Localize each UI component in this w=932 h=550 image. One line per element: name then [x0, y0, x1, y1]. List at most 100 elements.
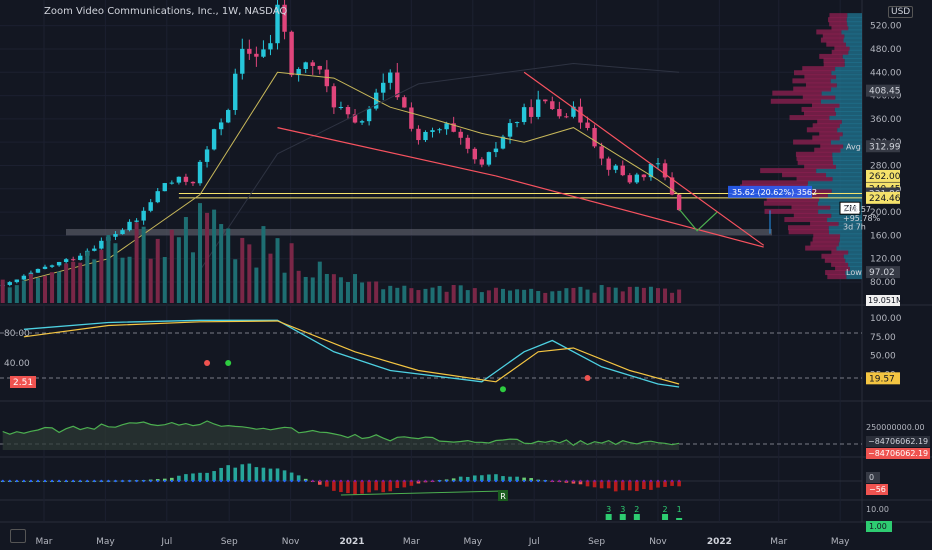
momentum-bar [677, 481, 681, 487]
momentum-bar [635, 481, 639, 492]
momentum-dot [64, 479, 68, 483]
momentum-bar [592, 481, 597, 488]
volume-profile-up [847, 13, 862, 19]
volume-profile-up [830, 139, 862, 145]
volume-profile-down [812, 123, 840, 129]
candle-up [388, 72, 393, 83]
volume-profile-up [846, 274, 862, 280]
momentum-dot [43, 479, 47, 483]
volume-profile-down [820, 37, 844, 43]
volume-bar [310, 277, 315, 303]
candle-down [528, 107, 534, 117]
momentum-dot [403, 479, 406, 483]
volume-profile-up [832, 176, 862, 182]
momentum-dot [304, 479, 307, 483]
momentum-value-label: −56 [869, 485, 886, 494]
momentum-dot [93, 479, 96, 483]
volume-bar [585, 289, 590, 303]
candle-up [430, 130, 435, 132]
volume-profile-down [826, 41, 846, 47]
volume-bar [627, 286, 632, 303]
momentum-bar [501, 476, 505, 481]
candle-up [141, 210, 146, 221]
momentum-dot [15, 479, 19, 483]
momentum-dot [269, 479, 272, 483]
volume-bar [550, 291, 555, 303]
momentum-badge-bg-2 [866, 484, 888, 495]
momentum-dot [663, 479, 667, 483]
volume-profile-up [835, 164, 862, 170]
long-moving-average [199, 62, 680, 271]
x-tick-label: Mar [36, 537, 53, 547]
volume-profile-up [807, 180, 862, 186]
candle-down [578, 106, 583, 123]
momentum-bar [670, 481, 674, 486]
candle-down [662, 163, 668, 178]
momentum-bar [472, 475, 477, 481]
momentum-dot [656, 479, 660, 483]
candle-down [324, 69, 330, 87]
volume-bar [578, 286, 583, 303]
obv-value-label: −84706062.19 [868, 437, 928, 446]
momentum-bar [268, 468, 273, 481]
momentum-dot [234, 479, 237, 483]
momentum-dot [537, 479, 540, 483]
volume-profile-up [831, 70, 862, 76]
momentum-dot [635, 479, 639, 483]
timezone-button[interactable] [10, 529, 26, 543]
volume-profile-up [819, 196, 862, 202]
momentum-dot [677, 479, 681, 483]
momentum-bar [585, 481, 590, 487]
momentum-dot [241, 479, 244, 483]
momentum-dot [79, 479, 82, 483]
momentum-dot [360, 479, 364, 483]
stoch-left-label: 40.00 [4, 359, 30, 369]
candle-down [641, 174, 647, 178]
candle-down [606, 158, 611, 170]
momentum-dot [382, 479, 385, 483]
candle-up [127, 221, 132, 231]
volume-profile-up [842, 53, 862, 59]
price-tick-label: 440.00 [870, 68, 902, 78]
volume-bar [35, 277, 40, 303]
volume-bar [634, 286, 639, 303]
candle-down [557, 109, 562, 117]
momentum-dot [410, 479, 413, 483]
momentum-bar [296, 475, 301, 481]
volume-profile-down [823, 62, 845, 68]
volume-profile-up [836, 245, 862, 251]
momentum-dot [191, 479, 195, 483]
volume-bar [500, 288, 505, 303]
candle-down [409, 107, 414, 129]
candle-down [317, 65, 322, 70]
count-bar-label: 1 [677, 505, 682, 514]
candle-up [493, 148, 499, 153]
momentum-bar [529, 478, 533, 481]
volume-bar [381, 289, 386, 303]
volume-bar [148, 258, 153, 303]
x-tick-label: Nov [649, 537, 667, 547]
momentum-bar [480, 475, 484, 481]
momentum-bar [649, 481, 653, 490]
currency-label[interactable]: USD [888, 6, 914, 18]
volume-profile-down [763, 200, 818, 206]
momentum-bar [275, 468, 280, 481]
volume-profile-down [820, 143, 844, 149]
momentum-dot [508, 479, 512, 483]
momentum-dot [501, 479, 505, 483]
candle-up [437, 129, 442, 131]
volume-bar [522, 289, 527, 303]
momentum-bar [381, 481, 386, 493]
volume-bar [465, 290, 470, 303]
volume-profile-up [827, 192, 862, 198]
candle-up [296, 68, 301, 76]
momentum-bar [247, 463, 252, 481]
volume-profile-up [839, 123, 862, 129]
price-tick-label: 80.00 [870, 278, 896, 288]
candle-up [148, 202, 153, 211]
candle-down [70, 259, 76, 261]
volume-profile-up [838, 221, 862, 227]
volume-bar [620, 291, 625, 303]
momentum-dot [600, 479, 603, 483]
